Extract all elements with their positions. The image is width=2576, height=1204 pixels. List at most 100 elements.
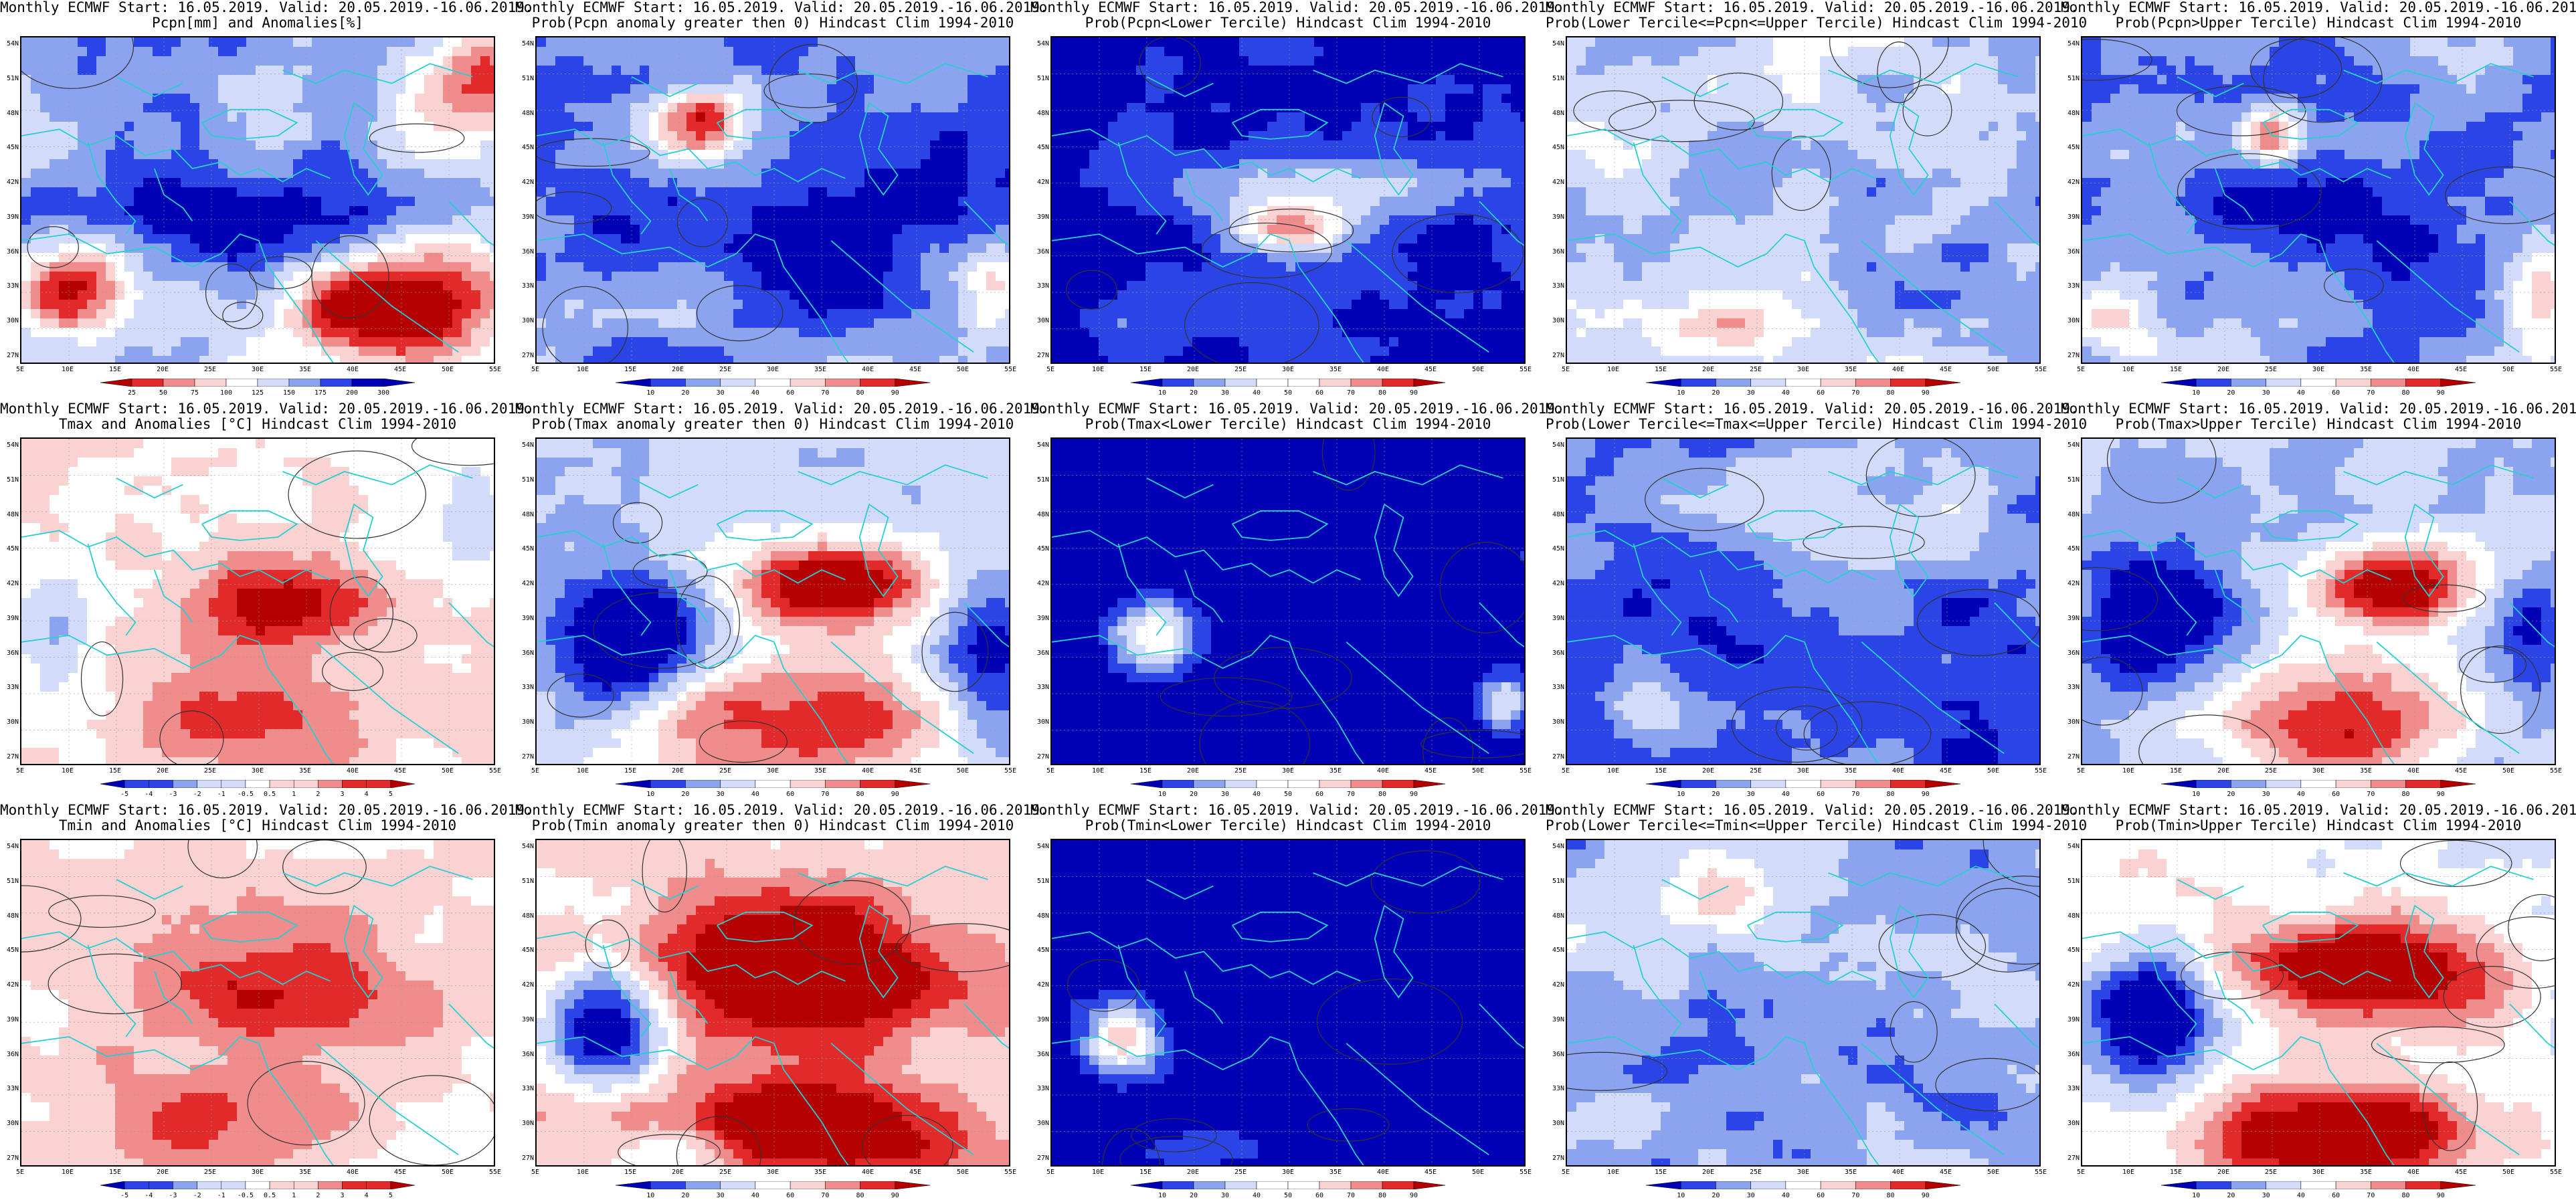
latitude-label: 33N [1546, 684, 1564, 691]
colorbar-segment [1350, 780, 1383, 788]
colorbar-segment [2195, 780, 2231, 788]
colorbar-label: 300 [377, 389, 389, 397]
longitude-label: 40E [2407, 366, 2419, 373]
latitude-label: 51N [0, 476, 19, 484]
longitude-label: 5E [1046, 767, 1054, 775]
longitude-label: 15E [624, 366, 636, 373]
latitude-label: 48N [1546, 912, 1564, 920]
map-plot-area [1050, 839, 1526, 1167]
colorbar-label: -4 [145, 1192, 153, 1199]
latitude-label: 39N [515, 615, 534, 622]
latitude-label: 45N [1030, 144, 1049, 151]
colorbar-segment [383, 379, 415, 387]
map-panel: Monthly ECMWF Start: 16.05.2019. Valid: … [1030, 803, 1564, 1204]
latitude-label: 36N [0, 649, 19, 657]
colorbar-svg [1646, 379, 1960, 387]
colorbar-segment [616, 379, 651, 387]
colorbar-segment [2266, 1181, 2302, 1189]
colorbar-label: 50 [1284, 1192, 1292, 1199]
latitude-label: 27N [1546, 753, 1564, 761]
colorbar-label: 20 [2227, 389, 2235, 397]
latitude-label: 33N [1030, 684, 1049, 691]
map-panel: Monthly ECMWF Start: 16.05.2019. Valid: … [1030, 401, 1564, 803]
colorbar-segment [1256, 379, 1289, 387]
panel-title-line2: Prob(Pcpn>Upper Tercile) Hindcast Clim 1… [2061, 15, 2576, 31]
map-plot-area [535, 437, 1010, 765]
longitude-label: 35E [2360, 767, 2372, 775]
colorbar-label: 60 [1315, 389, 1323, 397]
colorbar-label: 150 [283, 389, 295, 397]
longitude-label: 35E [814, 366, 826, 373]
longitude-label: 40E [862, 1169, 874, 1176]
longitude-label: 25E [2265, 767, 2277, 775]
longitude-label: 35E [299, 767, 311, 775]
latitude-label: 42N [0, 981, 19, 989]
latitude-label: 45N [1030, 946, 1049, 954]
colorbar-segment [720, 1181, 756, 1189]
colorbar-segment [790, 1181, 826, 1189]
longitude-label: 25E [1234, 767, 1247, 775]
colorbar-segment [650, 1181, 686, 1189]
colorbar-label: 90 [1410, 791, 1418, 798]
longitude-label: 40E [1377, 1169, 1389, 1176]
latitude-label: 51N [2061, 878, 2080, 885]
longitude-label: 40E [2407, 767, 2419, 775]
colorbar-svg [616, 379, 930, 387]
colorbar-label: 80 [856, 791, 864, 798]
latitude-label: 54N [1030, 843, 1049, 850]
colorbar-segment [1413, 1181, 1445, 1189]
longitude-label: 20E [157, 366, 169, 373]
latitude-label: 51N [515, 878, 534, 885]
colorbar-segment [790, 780, 826, 788]
colorbar-label: 10 [2192, 1192, 2200, 1199]
longitude-label: 50E [2502, 366, 2514, 373]
longitude-label: 45E [1424, 366, 1437, 373]
longitude-label: 20E [672, 366, 684, 373]
latitude-label: 42N [515, 580, 534, 587]
latitude-label: 42N [1030, 981, 1049, 989]
latitude-label: 36N [1030, 1051, 1049, 1058]
map-plot-area [20, 36, 495, 364]
longitude-label: 40E [862, 366, 874, 373]
latitude-label: 54N [1030, 40, 1049, 47]
map-field-svg [1567, 439, 2039, 764]
colorbar-label: 40 [1782, 1192, 1790, 1199]
longitude-label: 10E [62, 1169, 74, 1176]
longitude-label: 55E [1004, 366, 1016, 373]
colorbar [100, 379, 415, 387]
colorbar-label: 90 [2437, 1192, 2445, 1199]
latitude-label: 54N [1546, 843, 1564, 850]
colorbar-svg [1131, 1181, 1445, 1189]
map-plot-area [1050, 36, 1526, 364]
longitude-label: 45E [909, 366, 921, 373]
colorbar-segment [685, 379, 721, 387]
map-plot-area [2081, 839, 2556, 1167]
latitude-label: 45N [2061, 946, 2080, 954]
colorbar-segment [755, 1181, 791, 1189]
colorbar [1131, 379, 1445, 387]
latitude-label: 33N [515, 282, 534, 290]
latitude-label: 30N [1546, 1120, 1564, 1127]
colorbar-svg [100, 780, 415, 788]
colorbar-segment [860, 1181, 896, 1189]
latitude-label: 39N [515, 1016, 534, 1023]
colorbar-label: 80 [2402, 389, 2410, 397]
colorbar-label: 10 [1158, 389, 1166, 397]
map-plot-area [2081, 437, 2556, 765]
colorbar-label: 10 [2192, 389, 2200, 397]
colorbar-label: 30 [1747, 791, 1755, 798]
latitude-label: 39N [0, 615, 19, 622]
colorbar-label: 0.5 [264, 791, 276, 798]
longitude-label: 20E [157, 1169, 169, 1176]
panel-title: Monthly ECMWF Start: 16.05.2019. Valid: … [1546, 803, 2087, 833]
longitude-label: 10E [1092, 1169, 1104, 1176]
longitude-label: 55E [1520, 767, 1532, 775]
colorbar-segment [2371, 1181, 2406, 1189]
latitude-label: 42N [1546, 981, 1564, 989]
colorbar-label: 30 [2262, 791, 2270, 798]
longitude-label: 30E [1282, 366, 1294, 373]
colorbar-label: 40 [2297, 389, 2305, 397]
colorbar-segment [318, 780, 343, 788]
colorbar-label: 70 [2367, 389, 2375, 397]
colorbar-segment [755, 780, 791, 788]
